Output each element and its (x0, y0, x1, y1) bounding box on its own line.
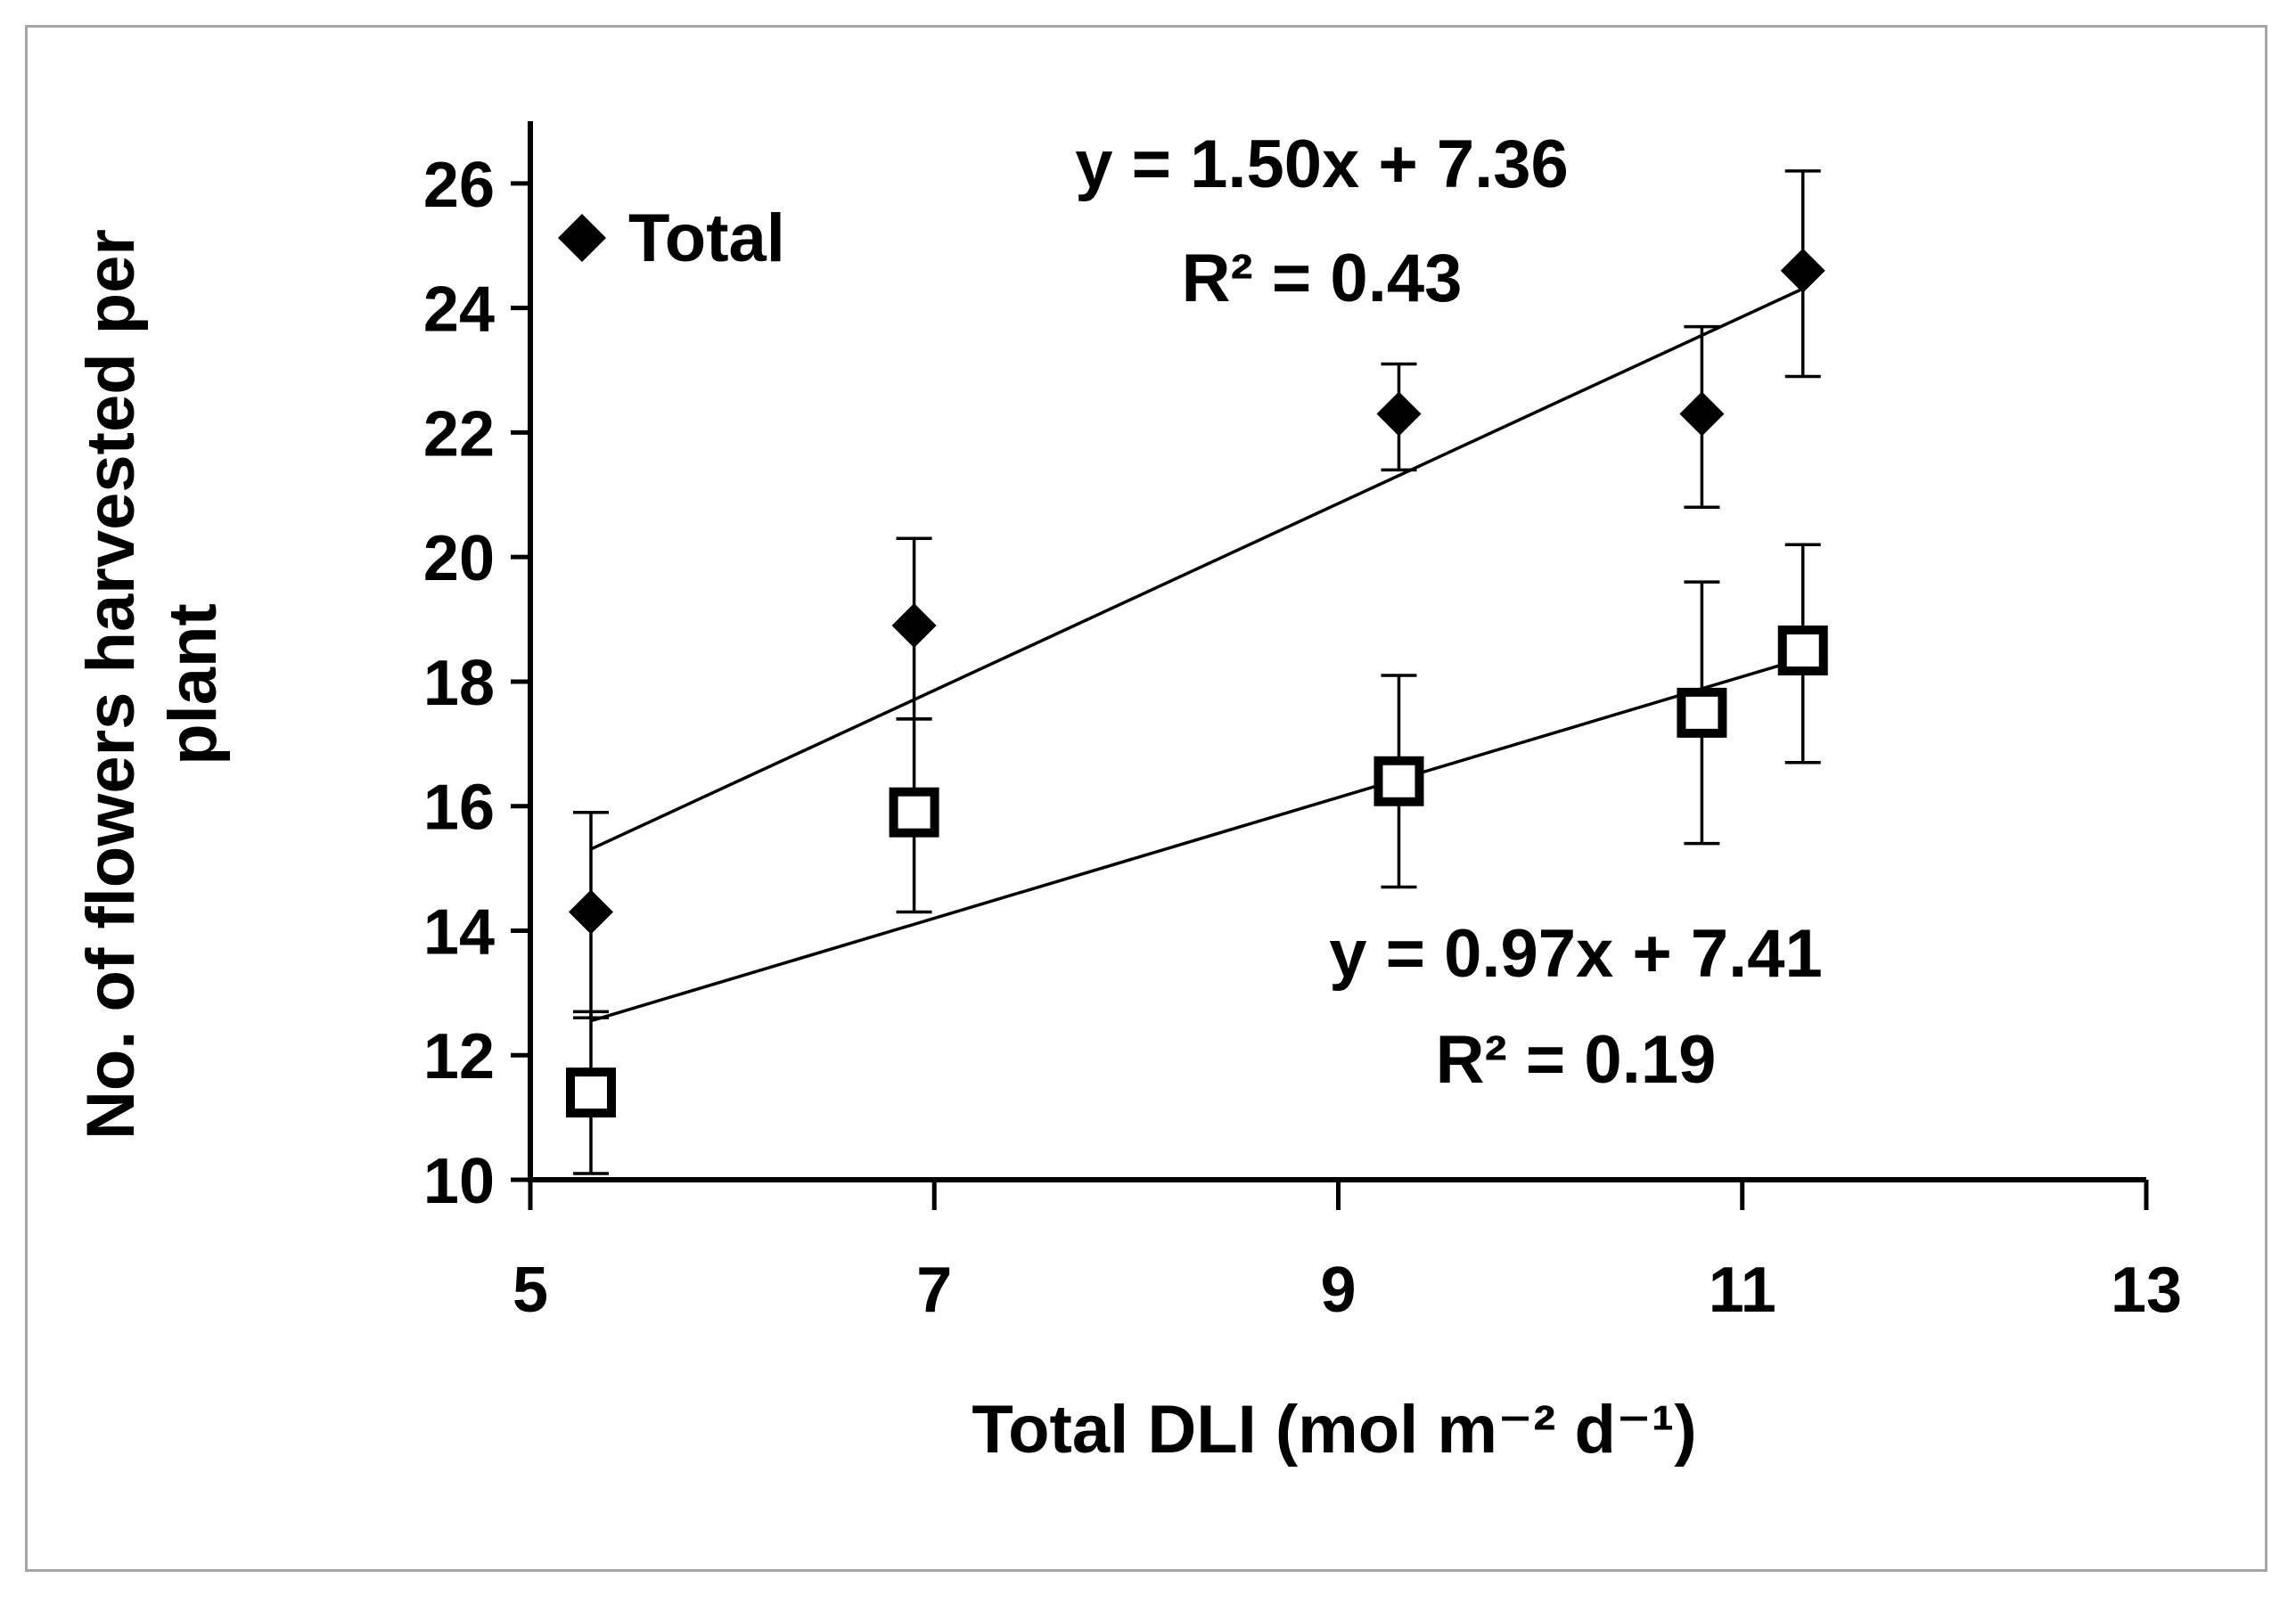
x-tick-label: 11 (1709, 1255, 1776, 1326)
diamond-point (891, 603, 937, 649)
square-point (1677, 687, 1727, 738)
legend-label-total: Total (628, 200, 785, 276)
x-tick-label: 13 (2111, 1255, 2182, 1326)
y-axis-title-line1: No. of flowers harvested perplant (73, 229, 231, 1140)
y-axis-title-part2: plant (155, 603, 231, 765)
diamond-point (1679, 391, 1725, 437)
diamond-point (568, 889, 613, 935)
equation-open: y = 0.97x + 7.41 (1329, 916, 1823, 992)
trendline-series-0 (590, 287, 1804, 851)
r2-open: R² = 0.19 (1436, 1022, 1717, 1098)
text-labels: y = 1.50x + 7.36 R² = 0.43 y = 0.97x + 7… (73, 127, 1823, 1468)
y-tick-label: 16 (423, 773, 495, 844)
trendline-series-1 (590, 657, 1804, 1023)
trendlines (590, 287, 1804, 1023)
y-tick-label: 24 (423, 274, 495, 346)
x-axis-title: Total DLI (mol m⁻² d⁻¹) (972, 1392, 1696, 1468)
y-axis-title-part1: No. of flowers harvested per (73, 229, 149, 1140)
data-markers (565, 248, 1828, 1118)
y-tick-label: 12 (423, 1021, 495, 1092)
diamond-point (1376, 391, 1422, 437)
error-bars (572, 169, 1821, 1175)
x-tick-label: 7 (916, 1255, 952, 1326)
y-tick-label: 22 (423, 398, 495, 470)
y-tick-label: 18 (423, 648, 495, 719)
y-tick-label: 26 (423, 150, 495, 221)
square-point (565, 1067, 616, 1118)
x-tick-label: 9 (1320, 1255, 1356, 1326)
square-point (1374, 756, 1424, 806)
square-point (1777, 626, 1828, 675)
square-point (889, 787, 939, 838)
r2-total: R² = 0.43 (1182, 241, 1463, 316)
figure-frame (25, 25, 2267, 1572)
axes: 10 12 14 16 18 20 22 24 26 5 7 9 11 13 (423, 121, 2182, 1326)
y-tick-label: 20 (423, 523, 495, 594)
y-tick-label: 14 (423, 896, 495, 968)
x-tick-label: 5 (512, 1255, 548, 1326)
legend: Total (558, 200, 785, 276)
y-tick-label: 10 (423, 1146, 495, 1217)
legend-diamond-marker (558, 214, 606, 262)
equation-total: y = 1.50x + 7.36 (1075, 127, 1569, 202)
diamond-point (1780, 248, 1825, 293)
